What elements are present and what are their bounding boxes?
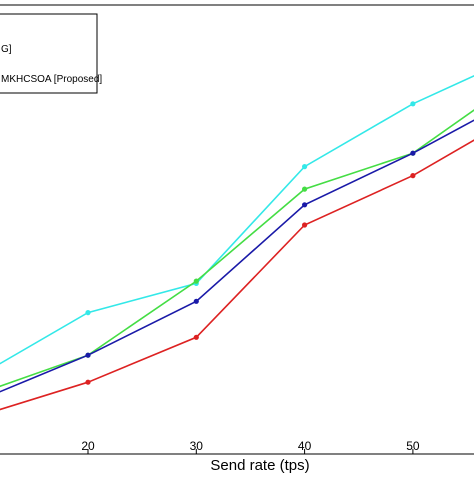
series-line-4 <box>0 139 474 411</box>
series-4-point-3 <box>193 334 199 340</box>
x-tick-label-1: 20 <box>81 439 95 453</box>
series-4-point-4 <box>302 222 308 228</box>
legend-entry-1: G] <box>1 44 12 55</box>
series-3-point-5 <box>410 150 416 156</box>
legend-box <box>0 13 98 94</box>
series-3-point-2 <box>85 352 91 358</box>
series-1-point-4 <box>302 164 308 170</box>
series-line-3 <box>0 119 474 393</box>
x-tick-label-3: 40 <box>298 439 312 453</box>
series-2-point-4 <box>302 186 308 192</box>
legend: G] MKHCSOA [Proposed] <box>0 13 102 94</box>
series-3-point-4 <box>302 202 308 208</box>
x-tick-label-4: 50 <box>406 439 420 453</box>
series-4-point-5 <box>410 173 416 179</box>
x-axis-label: Send rate (tps) <box>210 457 309 474</box>
series-1-point-2 <box>85 310 91 316</box>
series-line-1 <box>0 75 474 365</box>
x-tick-layer: 20 30 40 50 <box>81 439 420 454</box>
series-line-2 <box>0 109 474 388</box>
series-layer <box>0 75 474 411</box>
series-4-point-2 <box>85 379 91 385</box>
series-3-point-3 <box>193 298 199 304</box>
x-tick-label-2: 30 <box>190 439 204 453</box>
series-1-point-5 <box>410 101 416 107</box>
series-2-point-3 <box>193 278 199 284</box>
legend-entry-2: MKHCSOA [Proposed] <box>1 74 102 85</box>
